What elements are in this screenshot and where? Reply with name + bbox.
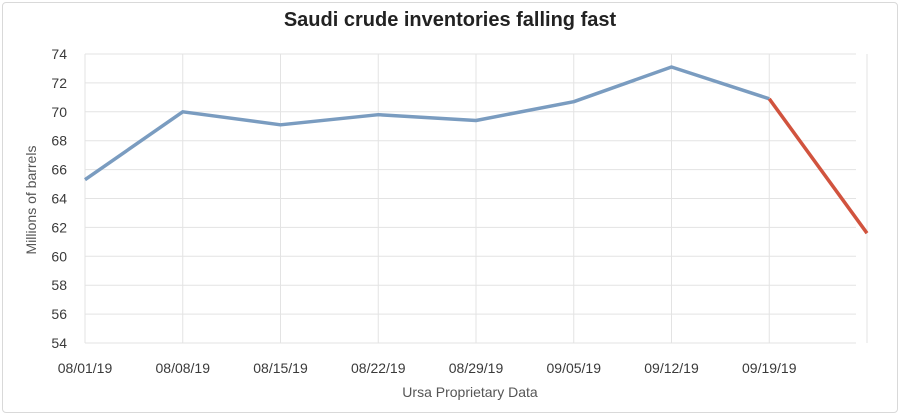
y-tick-label: 74: [51, 46, 67, 62]
x-axis-ticks: 08/01/19 08/08/19 08/15/19 08/22/19 08/29/19…: [58, 360, 797, 376]
x-tick-label: 09/12/19: [644, 360, 699, 376]
y-tick-label: 64: [51, 191, 67, 207]
x-tick-label: 09/05/19: [547, 360, 602, 376]
x-tick-label: 08/01/19: [58, 360, 113, 376]
y-tick-label: 60: [51, 248, 67, 264]
x-tick-label: 08/22/19: [351, 360, 406, 376]
y-tick-label: 56: [51, 306, 67, 322]
x-axis-label: Ursa Proprietary Data: [402, 384, 538, 400]
y-tick-label: 62: [51, 219, 67, 235]
grid-lines: [84, 53, 868, 344]
x-tick-label: 08/15/19: [253, 360, 308, 376]
series-line-highlight: [767, 97, 869, 235]
y-tick-label: 72: [51, 75, 67, 91]
series-line-main: [84, 65, 770, 182]
chart-title: Saudi crude inventories falling fast: [284, 9, 617, 31]
x-tick-label: 08/29/19: [449, 360, 504, 376]
x-tick-label: 09/19/19: [742, 360, 797, 376]
y-tick-label: 70: [51, 104, 67, 120]
y-axis-label: Millions of barrels: [23, 146, 39, 255]
series-lines: [84, 65, 869, 235]
y-tick-label: 54: [51, 335, 67, 351]
x-tick-label: 08/08/19: [156, 360, 211, 376]
y-tick-label: 58: [51, 277, 67, 293]
y-axis-ticks: 54 56 58 60 62 64 66 68 70 72 74: [51, 46, 67, 351]
y-tick-label: 68: [51, 133, 67, 149]
y-tick-label: 66: [51, 162, 67, 178]
